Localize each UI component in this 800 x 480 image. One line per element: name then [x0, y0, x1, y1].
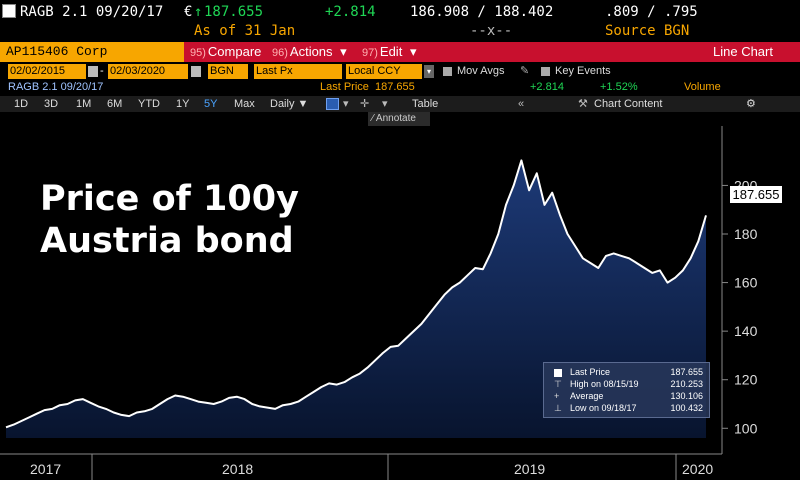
mov-avgs-label: Mov Avgs	[457, 65, 505, 77]
currency-symbol: €	[184, 4, 193, 20]
last-price-label: Last Price	[320, 81, 369, 93]
period-5y[interactable]: 5Y	[204, 98, 218, 110]
security-field[interactable]: AP115406 Corp	[0, 42, 184, 62]
period-ytd[interactable]: YTD	[138, 98, 160, 110]
quote-header: RAGB 2.1 09/20/17 € ↑ 187.655 +2.814 186…	[0, 2, 800, 22]
function-bar: AP115406 Corp 95) Compare 96) Actions ▾ 97…	[0, 42, 800, 62]
mov-avgs-checkbox[interactable]	[443, 67, 452, 76]
edit-menu[interactable]: 97) Edit ▾	[362, 44, 417, 59]
period-1y[interactable]: 1Y	[176, 98, 190, 110]
period-6m[interactable]: 6M	[107, 98, 123, 110]
quote-subheader: As of 31 Jan --x-- Source BGN	[0, 22, 800, 40]
start-date-input[interactable]: 02/02/2015	[8, 64, 86, 79]
x-tick-label: 2019	[514, 461, 545, 477]
last-price-badge: 187.655	[730, 186, 782, 203]
volume-label: Volume	[684, 81, 721, 93]
period-3d[interactable]: 3D	[44, 98, 59, 110]
field-input[interactable]: Last Px	[254, 64, 342, 79]
table-button[interactable]: Table	[412, 98, 439, 110]
chart-overlay-title: Price of 100y Austria bond	[40, 179, 299, 261]
chart-legend[interactable]: Last Price 187.655 ⊤ High on 08/15/19 210.…	[543, 362, 710, 418]
period-1m[interactable]: 1M	[76, 98, 92, 110]
header-change: +2.814	[325, 4, 376, 20]
legend-item-average: + Average 130.106	[554, 391, 703, 401]
change-value: +2.814	[530, 81, 564, 93]
header-ticker: RAGB 2.1 09/20/17	[20, 4, 164, 20]
change-pct-value: +1.52%	[600, 81, 638, 93]
price-line	[5, 159, 707, 429]
chart-content-icon[interactable]: ⚒	[578, 98, 588, 110]
key-events-checkbox[interactable]	[541, 67, 550, 76]
quote-size: --x--	[470, 23, 513, 39]
header-price: 187.655	[204, 4, 264, 20]
currency-select[interactable]: Local CCY	[346, 64, 422, 79]
chevron-down-icon[interactable]: ▾	[382, 98, 388, 110]
period-1d[interactable]: 1D	[14, 98, 29, 110]
compare-menu[interactable]: 95) Compare	[190, 44, 262, 59]
legend-item-high: ⊤ High on 08/15/19 210.253	[554, 379, 703, 389]
x-tick-label: 2020	[682, 461, 713, 477]
header-bid-ask: 186.908 / 188.402	[410, 4, 554, 20]
chart-type-label[interactable]: Line Chart	[713, 44, 773, 59]
line-chart-icon[interactable]	[326, 98, 339, 110]
legend-item-last-price: Last Price 187.655	[544, 367, 709, 378]
annotate-button[interactable]: ⁄ Annotate	[368, 112, 430, 126]
price-source: Source BGN	[605, 23, 690, 39]
pencil-icon: ⁄	[372, 113, 376, 124]
actions-menu[interactable]: 96) Actions ▾	[272, 44, 347, 59]
chevron-down-icon: ▾	[409, 44, 417, 59]
chevron-down-icon[interactable]: ▾	[343, 98, 349, 110]
input-bar: 02/02/2015 - 02/03/2020 BGN Last Px Loca…	[8, 64, 611, 79]
gear-icon[interactable]: ⚙	[746, 98, 756, 110]
calendar-icon[interactable]	[191, 66, 201, 77]
annotate-row: ⁄ Annotate	[0, 112, 800, 126]
key-events-label: Key Events	[555, 65, 611, 77]
crosshair-icon[interactable]: ✛	[360, 98, 370, 110]
chevron-down-icon[interactable]: ▾	[424, 65, 434, 78]
chevron-down-icon: ▾	[340, 44, 347, 59]
security-name: RAGB 2.1 09/20/17	[8, 81, 104, 93]
price-area	[6, 160, 706, 438]
x-tick-label: 2017	[30, 461, 61, 477]
up-arrow-icon: ↑	[194, 4, 203, 20]
legend-item-low: ⊥ Low on 09/18/17 100.432	[554, 403, 703, 413]
y-tick-label: 180	[734, 226, 758, 242]
frequency-select[interactable]: Daily ▼	[270, 98, 309, 110]
security-checkbox[interactable]	[2, 4, 16, 18]
security-line: RAGB 2.1 09/20/17 Last Price 187.655 +2.…	[0, 81, 800, 95]
as-of-date: As of 31 Jan	[194, 23, 296, 39]
pencil-icon[interactable]: ✎	[520, 65, 530, 77]
calendar-icon[interactable]	[88, 66, 98, 77]
period-toolbar: 1D 3D 1M 6M YTD 1Y 5Y Max Daily ▼ ▾ ✛ ▾ …	[0, 96, 800, 112]
header-yields: .809 / .795	[605, 4, 698, 20]
pricing-source-input[interactable]: BGN	[208, 64, 248, 79]
y-tick-label: 160	[734, 275, 758, 291]
collapse-icon[interactable]: «	[518, 98, 525, 110]
period-max[interactable]: Max	[234, 98, 255, 110]
y-tick-label: 100	[734, 420, 758, 436]
end-date-input[interactable]: 02/03/2020	[108, 64, 188, 79]
y-tick-label: 120	[734, 372, 758, 388]
chart-content-button[interactable]: Chart Content	[594, 98, 663, 110]
x-tick-label: 2018	[222, 461, 253, 477]
last-price-value: 187.655	[375, 81, 415, 93]
legend-swatch	[554, 369, 562, 377]
y-tick-label: 140	[734, 323, 758, 339]
